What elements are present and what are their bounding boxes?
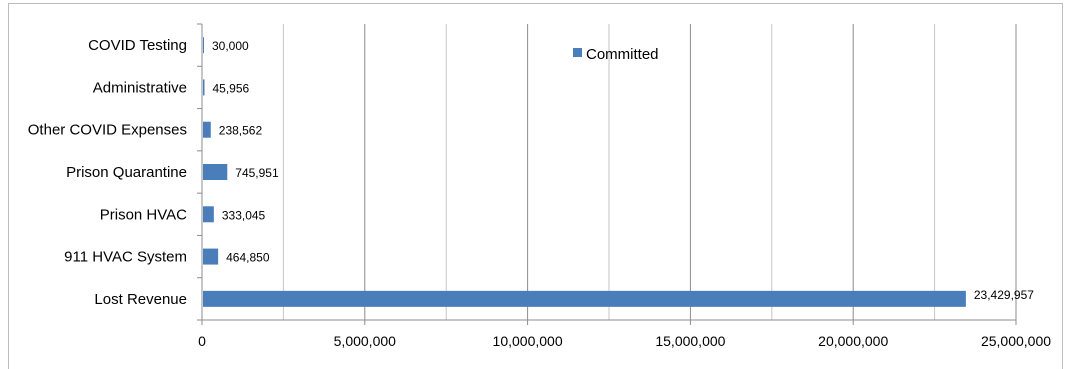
bar: [203, 37, 204, 54]
category-label: 911 HVAC System: [64, 249, 187, 266]
category-label: COVID Testing: [88, 37, 187, 54]
x-tick-label: 20,000,000: [818, 333, 888, 349]
data-labels: 30,000 45,956 238,562 745,951 333,045 464,850…: [212, 39, 1034, 302]
category-label: Administrative: [93, 79, 187, 96]
data-label: 238,562: [219, 124, 263, 138]
bar: [203, 248, 219, 265]
x-tick-label: 25,000,000: [981, 333, 1051, 349]
chart-frame: [8, 3, 1063, 369]
gridlines: [197, 23, 1017, 325]
category-label: Lost Revenue: [94, 291, 187, 308]
data-label: 45,956: [212, 81, 249, 95]
bar: [203, 290, 966, 307]
bar: [203, 121, 211, 138]
category-label: Other COVID Expenses: [28, 122, 187, 139]
x-axis-tick-labels: 0 5,000,000 10,000,000 15,000,000 20,000,000…: [198, 333, 1051, 349]
data-label: 30,000: [212, 39, 249, 53]
x-tick-label: 10,000,000: [493, 333, 563, 349]
data-label: 745,951: [235, 166, 279, 180]
x-tick-label: 0: [198, 333, 206, 349]
data-label: 333,045: [222, 208, 266, 222]
bar: [203, 164, 228, 180]
bar: [203, 206, 214, 223]
x-tick-label: 5,000,000: [334, 333, 396, 349]
bars: [203, 37, 966, 307]
data-label: 23,429,957: [974, 288, 1034, 302]
legend: Committed: [573, 46, 659, 63]
category-label: Prison Quarantine: [66, 164, 187, 181]
bar: [203, 79, 205, 96]
category-labels: COVID Testing Administrative Other COVID E…: [28, 37, 187, 308]
legend-swatch: [573, 48, 582, 57]
category-label: Prison HVAC: [100, 206, 187, 223]
x-tick-label: 15,000,000: [655, 333, 725, 349]
legend-label: Committed: [586, 46, 659, 63]
data-label: 464,850: [226, 251, 270, 265]
